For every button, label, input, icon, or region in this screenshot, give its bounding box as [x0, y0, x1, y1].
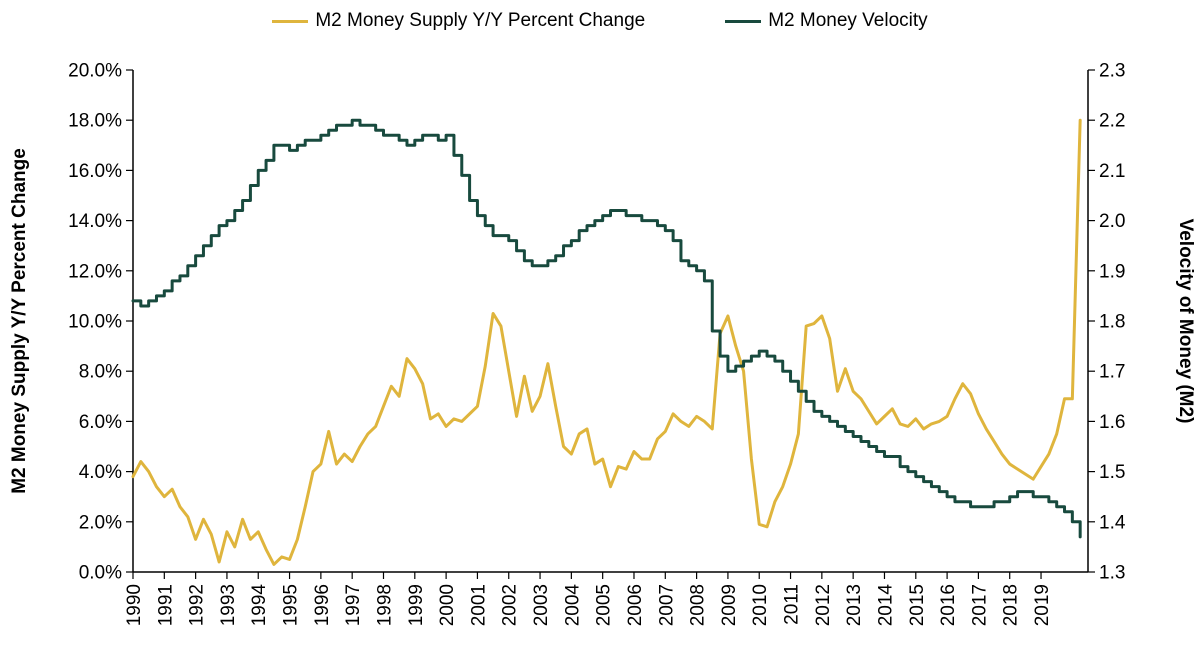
x-axis-tick-label: 2004: [562, 584, 583, 627]
x-axis-tick-label: 2014: [875, 584, 896, 627]
x-axis-tick-label: 1999: [406, 584, 427, 626]
x-axis-tick-label: 2002: [500, 584, 521, 626]
x-axis-tick-label: 2009: [719, 584, 740, 626]
x-axis-tick-label: 2003: [531, 584, 552, 626]
left-axis-tick-label: 8.0%: [79, 362, 122, 383]
m2-growth-line: [131, 118, 1082, 566]
left-axis-tick-label: 12.0%: [68, 261, 122, 282]
x-axis-tick-label: 2019: [1032, 584, 1053, 626]
x-axis-tick-label: 2016: [938, 584, 959, 626]
x-axis-tick-label: 1991: [155, 584, 176, 626]
right-axis-tick-label: 2.2: [1099, 111, 1125, 132]
x-axis-tick-label: 1994: [249, 584, 270, 627]
right-axis-tick-label: 1.9: [1099, 261, 1125, 282]
x-axis-tick-label: 2008: [688, 584, 709, 626]
x-axis-tick-label: 1995: [281, 584, 302, 626]
legend-label: M2 Money Supply Y/Y Percent Change: [315, 10, 646, 31]
right-axis-tick-label: 1.7: [1099, 362, 1125, 383]
axes-layer: 0.0% 2.0% 4.0% 6.0% 8.0% 10.0% 12.0% 14.0% 16.0%…: [68, 61, 1126, 627]
left-axis-tick-label: 2.0%: [79, 512, 122, 533]
x-axis-tick-label: 1997: [343, 584, 364, 626]
left-axis-tick-label: 0.0%: [79, 563, 122, 584]
legend-swatch-line: [725, 19, 762, 23]
left-axis-tick-label: 20.0%: [68, 61, 122, 82]
x-axis-tick-label: 2012: [813, 584, 834, 626]
right-axis-title: Velocity of Money (M2): [1175, 219, 1196, 424]
left-axis-tick-label: 10.0%: [68, 312, 122, 333]
left-axis-tick-label: 6.0%: [79, 412, 122, 433]
right-axis-tick-label: 1.8: [1099, 312, 1125, 333]
legend-swatch-line: [272, 19, 309, 23]
x-axis-tick-label: 1998: [374, 584, 395, 626]
left-axis-title: M2 Money Supply Y/Y Percent Change: [9, 148, 30, 494]
right-axis-tick-label: 1.5: [1099, 462, 1125, 483]
x-axis-tick-label: 2007: [656, 584, 677, 626]
x-axis-tick-label: 1993: [218, 584, 239, 626]
x-axis-tick-label: 2006: [625, 584, 646, 626]
x-axis-tick-label: 2001: [468, 584, 489, 626]
right-axis-tick-label: 1.6: [1099, 412, 1125, 433]
right-axis-tick-label: 2.0: [1099, 211, 1125, 232]
series-layer: [131, 118, 1082, 566]
x-axis-tick-label: 2017: [969, 584, 990, 626]
x-axis-tick-label: 1996: [312, 584, 333, 626]
x-axis-tick-label: 2005: [594, 584, 615, 626]
x-axis-tick-label: 2015: [907, 584, 928, 626]
legend-item-m2-velocity: M2 Money Velocity: [725, 10, 928, 32]
left-axis-tick-label: 14.0%: [68, 211, 122, 232]
right-axis-tick-label: 1.3: [1099, 563, 1125, 584]
left-axis-tick-label: 4.0%: [79, 462, 122, 483]
legend: M2 Money Supply Y/Y Percent Change M2 Mon…: [0, 10, 1200, 32]
legend-item-m2-growth: M2 Money Supply Y/Y Percent Change: [272, 10, 645, 32]
x-axis-tick-label: 2010: [750, 584, 771, 626]
x-axis-tick-label: 2000: [437, 584, 458, 626]
x-axis-tick-label: 2011: [782, 584, 803, 625]
legend-label: M2 Money Velocity: [768, 10, 928, 31]
right-axis-tick-label: 2.3: [1099, 61, 1125, 82]
right-axis-tick-label: 2.1: [1099, 161, 1125, 182]
x-axis-tick-label: 1990: [124, 584, 145, 626]
m2-velocity-line: [131, 118, 1082, 539]
x-axis-tick-label: 1992: [187, 584, 208, 626]
left-axis-tick-label: 18.0%: [68, 111, 122, 132]
right-axis-tick-label: 1.4: [1099, 512, 1126, 533]
x-axis-tick-label: 2018: [1001, 584, 1022, 626]
left-axis-tick-label: 16.0%: [68, 161, 122, 182]
x-axis-tick-label: 2013: [844, 584, 865, 626]
